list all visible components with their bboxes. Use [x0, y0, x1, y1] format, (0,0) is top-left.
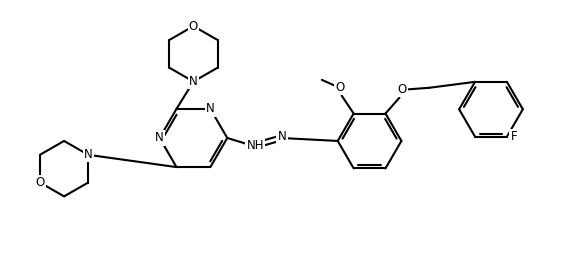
Text: F: F	[511, 130, 517, 143]
Text: N: N	[84, 148, 93, 161]
Text: O: O	[398, 83, 407, 96]
Text: N: N	[277, 130, 286, 143]
Text: O: O	[335, 81, 344, 94]
Text: O: O	[189, 20, 198, 33]
Text: N: N	[155, 131, 164, 144]
Text: N: N	[189, 75, 198, 88]
Text: NH: NH	[246, 139, 264, 152]
Text: O: O	[36, 176, 45, 189]
Text: N: N	[206, 102, 215, 115]
